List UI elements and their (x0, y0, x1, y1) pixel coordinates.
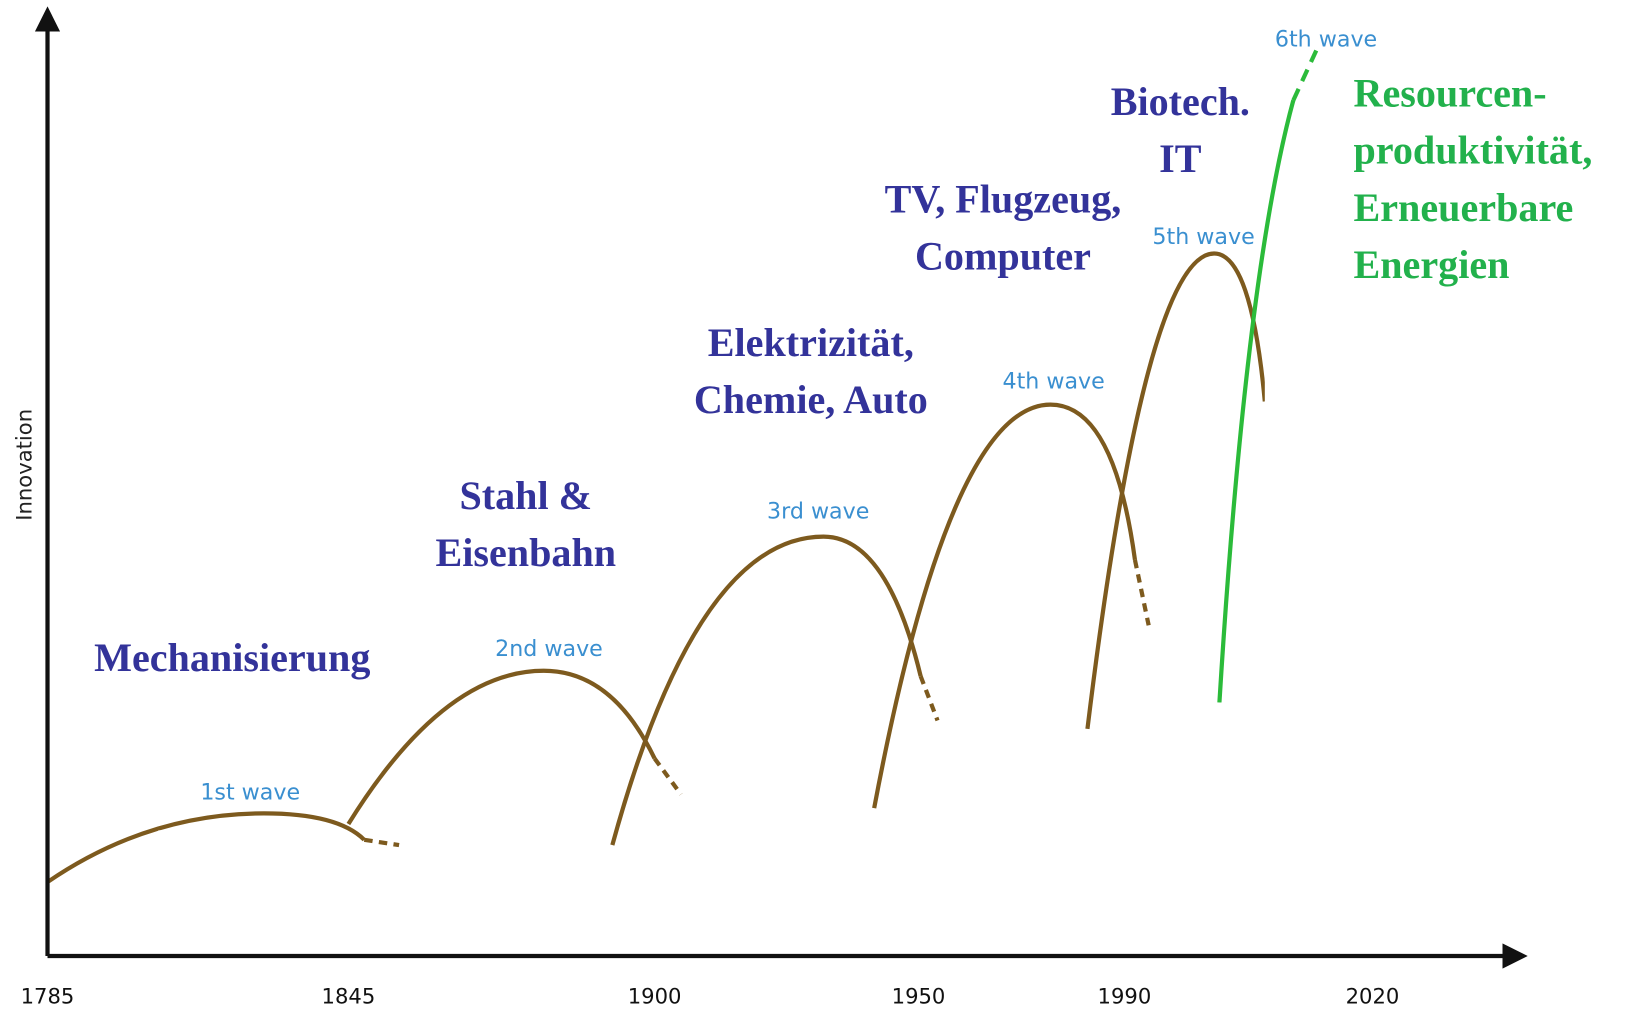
wave-4-tail (1132, 559, 1151, 626)
wave-topic: Eisenbahn (435, 530, 616, 575)
mask (1264, 364, 1498, 703)
mask (688, 750, 858, 877)
wave-3-tail (918, 675, 940, 722)
wave-label: 1st wave (200, 780, 300, 806)
wave-label: 6th wave (1275, 26, 1377, 52)
wave-topic: IT (1159, 136, 1202, 181)
wave-label: 4th wave (1003, 369, 1105, 395)
wave-label: 5th wave (1152, 224, 1254, 250)
wave-topic: Elektrizität, (708, 320, 914, 365)
masks (158, 364, 1498, 947)
wave-topic: Energien (1353, 242, 1509, 287)
wave-label: 2nd wave (495, 636, 603, 662)
x-axis-label: 1900 (628, 984, 682, 1009)
wave-topic: TV, Flugzeug, (885, 176, 1122, 221)
wave-6-curve (1217, 99, 1296, 703)
wave-topic: Stahl & (459, 473, 592, 518)
wave-2-tail (652, 757, 683, 796)
y-axis-label: Innovation (12, 409, 37, 521)
wave-topic: Erneuerbare (1353, 185, 1573, 230)
wave-topic: Mechanisierung (94, 635, 370, 680)
wave-label: 3rd wave (767, 499, 869, 525)
wave-6-tail (1291, 46, 1320, 102)
wave-2-curve (346, 668, 657, 826)
mask (430, 733, 600, 876)
x-axis-label: 1990 (1098, 984, 1152, 1009)
x-axis-label: 1845 (322, 984, 376, 1009)
wave-topic: Biotech. (1111, 79, 1250, 124)
wave-4-curve (872, 402, 1138, 809)
x-axis-label: 1950 (892, 984, 946, 1009)
mask (158, 830, 338, 947)
wave-topic: Chemie, Auto (694, 377, 928, 422)
x-axis-label: 2020 (1346, 984, 1400, 1009)
wave-3-curve (610, 534, 923, 846)
mask (1106, 702, 1297, 840)
wave-5-curve (1085, 251, 1267, 730)
wave-topic: Computer (915, 233, 1091, 278)
x-axis-label: 1785 (21, 984, 75, 1009)
wave-topic: Resourcen- (1353, 71, 1546, 116)
wave-1-tail (363, 837, 400, 848)
wave-1-curve (46, 811, 366, 884)
mask (897, 733, 1093, 850)
wave-topic: produktivität, (1353, 128, 1592, 173)
curves (46, 46, 1320, 884)
